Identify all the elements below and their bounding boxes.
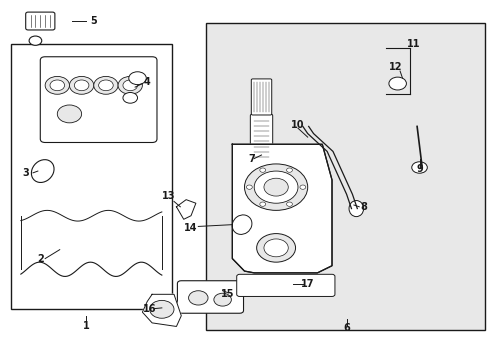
- Circle shape: [246, 185, 252, 189]
- Text: 12: 12: [387, 63, 401, 72]
- Text: 4: 4: [143, 77, 150, 87]
- Circle shape: [29, 36, 41, 45]
- Circle shape: [259, 202, 265, 206]
- Text: 15: 15: [220, 289, 234, 299]
- Polygon shape: [176, 200, 196, 219]
- Circle shape: [122, 80, 137, 91]
- Circle shape: [188, 291, 207, 305]
- Circle shape: [286, 168, 292, 172]
- Text: 8: 8: [360, 202, 366, 212]
- Circle shape: [244, 164, 307, 210]
- Text: 1: 1: [83, 321, 90, 332]
- Circle shape: [94, 76, 118, 94]
- FancyBboxPatch shape: [251, 79, 271, 115]
- Text: 17: 17: [300, 279, 314, 289]
- Polygon shape: [232, 144, 331, 273]
- Text: 6: 6: [343, 323, 349, 333]
- FancyBboxPatch shape: [40, 57, 157, 143]
- Circle shape: [259, 168, 265, 172]
- Text: 11: 11: [406, 39, 420, 49]
- Text: 14: 14: [184, 223, 197, 233]
- Text: 5: 5: [90, 16, 97, 26]
- Circle shape: [299, 185, 305, 189]
- Ellipse shape: [31, 160, 54, 183]
- Circle shape: [128, 72, 146, 85]
- Circle shape: [50, 80, 64, 91]
- Text: 9: 9: [415, 164, 422, 174]
- Ellipse shape: [232, 215, 251, 234]
- Circle shape: [264, 239, 287, 257]
- Circle shape: [149, 300, 174, 318]
- Text: 10: 10: [291, 120, 304, 130]
- FancyBboxPatch shape: [26, 12, 55, 30]
- Circle shape: [118, 76, 142, 94]
- Circle shape: [254, 171, 297, 203]
- Circle shape: [45, 76, 69, 94]
- Text: 16: 16: [142, 303, 156, 314]
- Circle shape: [411, 162, 427, 173]
- Circle shape: [264, 178, 287, 196]
- Ellipse shape: [348, 201, 363, 217]
- Bar: [11, 44, 171, 309]
- Text: 7: 7: [248, 154, 255, 163]
- Circle shape: [74, 80, 89, 91]
- FancyBboxPatch shape: [177, 281, 243, 313]
- Circle shape: [388, 77, 406, 90]
- Text: 3: 3: [22, 168, 29, 178]
- FancyBboxPatch shape: [250, 114, 272, 164]
- Polygon shape: [142, 294, 181, 327]
- Circle shape: [69, 76, 94, 94]
- Circle shape: [122, 93, 137, 103]
- Text: 2: 2: [37, 253, 43, 264]
- Circle shape: [57, 105, 81, 123]
- Circle shape: [256, 234, 295, 262]
- FancyBboxPatch shape: [236, 274, 334, 296]
- Bar: [205, 23, 484, 330]
- Circle shape: [286, 202, 292, 206]
- Text: 13: 13: [162, 191, 176, 201]
- Circle shape: [213, 293, 231, 306]
- Circle shape: [99, 80, 113, 91]
